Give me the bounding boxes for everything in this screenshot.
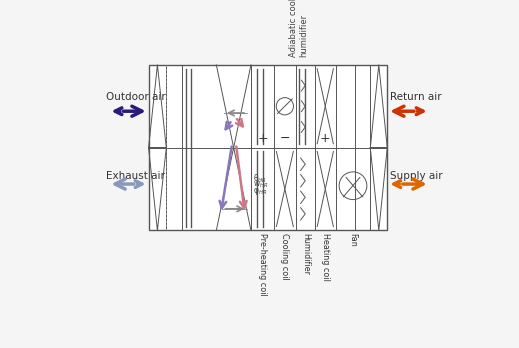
Text: Cooling coil: Cooling coil — [280, 234, 290, 280]
Text: +: + — [257, 132, 268, 145]
Text: φ$_{HR}$: φ$_{HR}$ — [253, 185, 268, 197]
Text: Adiabatic cooling
humidifier: Adiabatic cooling humidifier — [289, 0, 308, 57]
Bar — [148, 65, 387, 230]
Text: Supply air: Supply air — [390, 171, 443, 181]
Text: θ$_{HR}$: θ$_{HR}$ — [253, 173, 267, 185]
Text: +: + — [320, 132, 331, 145]
Text: Pre-heating coil: Pre-heating coil — [258, 234, 267, 296]
Text: Return air: Return air — [390, 92, 442, 102]
Text: Exhaust air: Exhaust air — [106, 171, 165, 181]
Text: Fan: Fan — [348, 234, 358, 247]
Text: −: − — [280, 132, 290, 145]
Text: Outdoor air: Outdoor air — [106, 92, 166, 102]
Text: w$_{HR}$: w$_{HR}$ — [253, 180, 269, 190]
Text: Humidifier: Humidifier — [301, 234, 310, 276]
Text: Heating coil: Heating coil — [321, 234, 330, 282]
